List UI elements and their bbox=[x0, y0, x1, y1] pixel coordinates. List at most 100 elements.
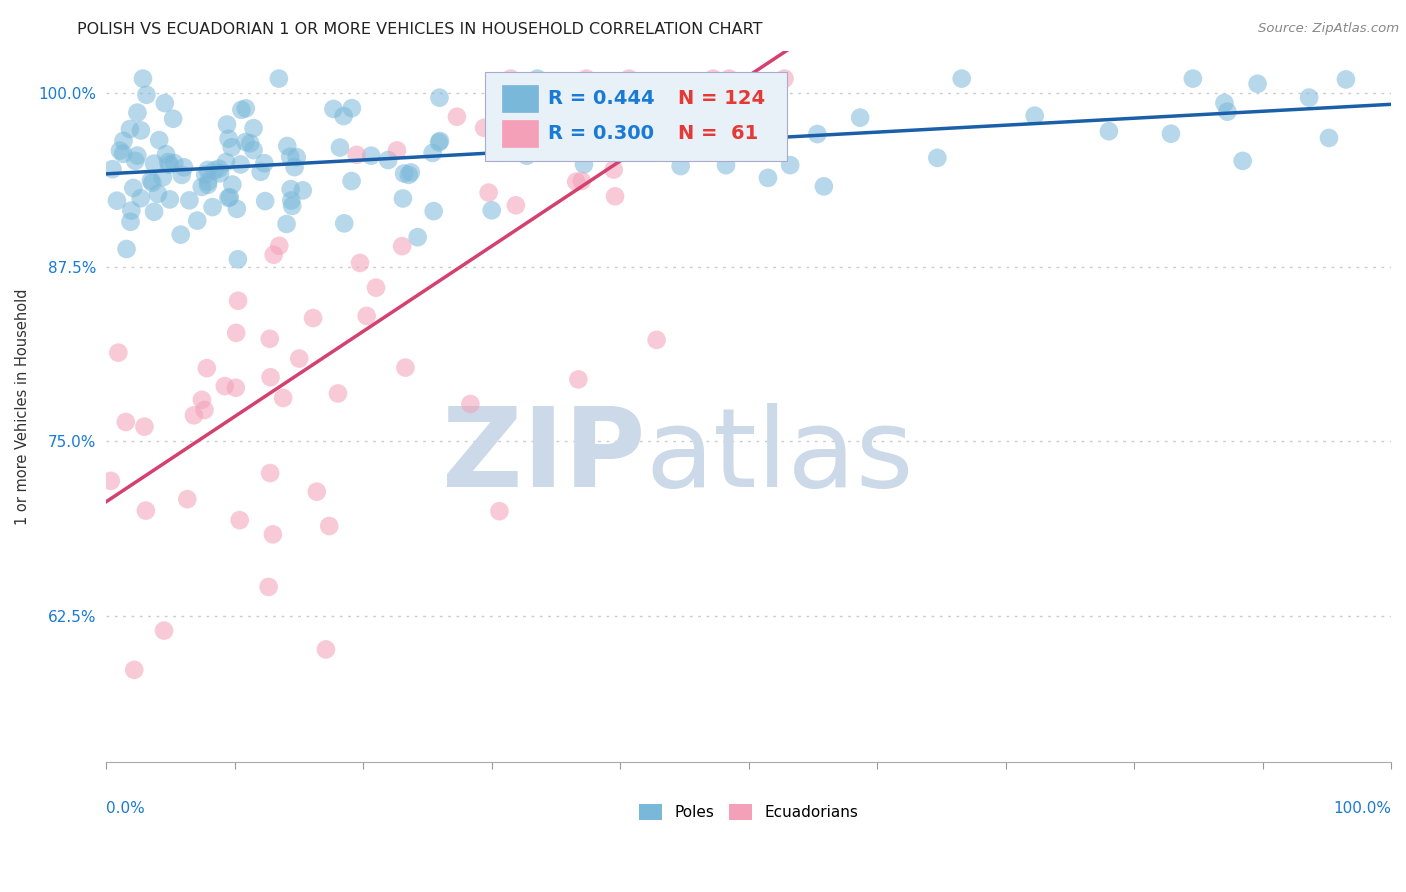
Point bbox=[120, 215, 142, 229]
Point bbox=[340, 101, 363, 115]
Point bbox=[849, 111, 872, 125]
Text: N = 124: N = 124 bbox=[678, 89, 765, 108]
Point bbox=[183, 409, 205, 423]
Point bbox=[135, 87, 157, 102]
Point bbox=[129, 123, 152, 137]
Point bbox=[571, 174, 593, 188]
Point bbox=[259, 332, 281, 346]
Point bbox=[269, 239, 291, 253]
Point bbox=[728, 103, 751, 118]
Point bbox=[1246, 77, 1268, 91]
Point bbox=[1317, 131, 1340, 145]
Point bbox=[329, 140, 352, 154]
Point bbox=[157, 155, 180, 169]
Point bbox=[617, 71, 640, 86]
Point bbox=[101, 162, 124, 177]
Text: Source: ZipAtlas.com: Source: ZipAtlas.com bbox=[1258, 22, 1399, 36]
Point bbox=[218, 190, 240, 204]
Point bbox=[170, 168, 193, 182]
Point bbox=[406, 230, 429, 244]
Point bbox=[280, 194, 302, 208]
Point bbox=[254, 194, 277, 208]
Point bbox=[228, 513, 250, 527]
Point bbox=[349, 256, 371, 270]
Point bbox=[263, 248, 285, 262]
Point bbox=[392, 191, 415, 205]
Text: 100.0%: 100.0% bbox=[1333, 801, 1391, 816]
Point bbox=[262, 527, 284, 541]
Point bbox=[727, 116, 749, 130]
Point bbox=[1232, 153, 1254, 168]
Point bbox=[302, 311, 325, 326]
Point bbox=[191, 392, 214, 407]
Point bbox=[696, 91, 718, 105]
Point bbox=[695, 115, 717, 129]
Point bbox=[132, 71, 155, 86]
Point bbox=[276, 217, 298, 231]
Point bbox=[253, 156, 276, 170]
Text: POLISH VS ECUADORIAN 1 OR MORE VEHICLES IN HOUSEHOLD CORRELATION CHART: POLISH VS ECUADORIAN 1 OR MORE VEHICLES … bbox=[77, 22, 763, 37]
Point bbox=[655, 108, 678, 122]
Text: atlas: atlas bbox=[645, 403, 914, 510]
Point bbox=[481, 203, 503, 218]
Text: R = 0.444: R = 0.444 bbox=[548, 89, 655, 108]
Point bbox=[242, 121, 264, 136]
Point bbox=[235, 135, 257, 149]
Point bbox=[322, 102, 344, 116]
Point bbox=[429, 91, 451, 105]
Point bbox=[813, 179, 835, 194]
Point bbox=[575, 71, 598, 86]
Point bbox=[249, 165, 271, 179]
Point bbox=[276, 139, 298, 153]
Point bbox=[127, 105, 149, 120]
FancyBboxPatch shape bbox=[485, 72, 787, 161]
Point bbox=[146, 186, 169, 201]
Text: ZIP: ZIP bbox=[443, 403, 645, 510]
Point bbox=[326, 386, 349, 401]
Point bbox=[226, 293, 249, 308]
Text: R = 0.300: R = 0.300 bbox=[548, 125, 654, 144]
Point bbox=[806, 127, 828, 141]
Point bbox=[1024, 109, 1046, 123]
Point bbox=[773, 71, 796, 86]
Point bbox=[225, 202, 247, 216]
Point bbox=[257, 580, 280, 594]
Point bbox=[209, 166, 232, 180]
Point bbox=[360, 149, 382, 163]
Point bbox=[1181, 71, 1204, 86]
Point bbox=[120, 203, 142, 218]
Point bbox=[543, 132, 565, 146]
Point bbox=[768, 136, 790, 151]
Point bbox=[446, 110, 468, 124]
Point bbox=[159, 193, 181, 207]
Point bbox=[714, 158, 737, 172]
Point bbox=[422, 204, 444, 219]
Point bbox=[208, 161, 231, 176]
Point bbox=[281, 199, 304, 213]
Point bbox=[143, 204, 166, 219]
Point bbox=[112, 134, 135, 148]
Point bbox=[226, 252, 249, 267]
Point bbox=[135, 503, 157, 517]
Point bbox=[129, 191, 152, 205]
Point bbox=[197, 175, 219, 189]
Point bbox=[153, 96, 176, 111]
Point bbox=[162, 112, 184, 126]
Point bbox=[197, 178, 219, 192]
Point bbox=[762, 105, 785, 120]
Point bbox=[516, 149, 538, 163]
Point bbox=[141, 176, 163, 190]
Point bbox=[259, 370, 281, 384]
Point bbox=[231, 103, 253, 117]
Point bbox=[288, 351, 311, 366]
Point bbox=[155, 147, 177, 161]
Legend: Poles, Ecuadorians: Poles, Ecuadorians bbox=[633, 797, 865, 826]
Point bbox=[391, 239, 413, 253]
Point bbox=[950, 71, 973, 86]
Point bbox=[193, 403, 215, 417]
Text: N =  61: N = 61 bbox=[678, 125, 758, 144]
Point bbox=[478, 186, 501, 200]
Point bbox=[259, 466, 281, 480]
Point bbox=[291, 183, 314, 197]
Point bbox=[152, 170, 174, 185]
